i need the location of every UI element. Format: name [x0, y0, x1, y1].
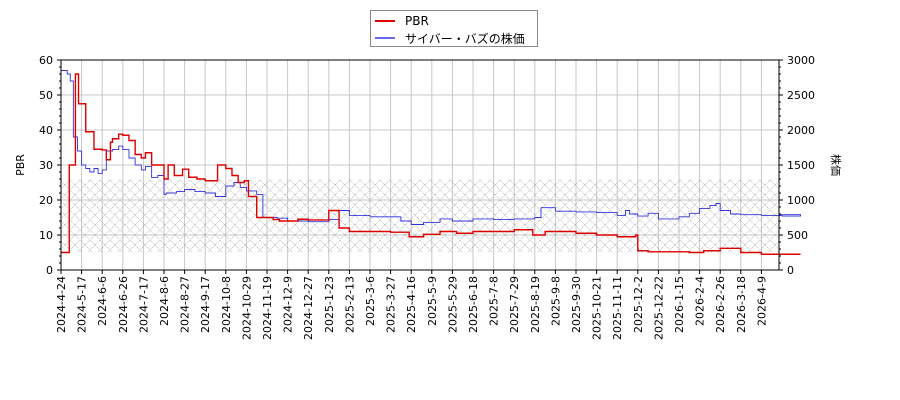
x-tick-label: 2024-8-6 — [158, 276, 171, 326]
svg-text:3000: 3000 — [787, 54, 815, 67]
svg-text:10: 10 — [39, 229, 53, 242]
x-tick-label: 2026-2-4 — [694, 276, 707, 326]
x-tick-label: 2025-9-8 — [549, 276, 562, 326]
svg-text:2000: 2000 — [787, 124, 815, 137]
x-tick-label: 2024-11-19 — [261, 276, 274, 340]
svg-text:1500: 1500 — [787, 159, 815, 172]
x-axis: 2024-4-24 2024-5-17 2024-6-6 2024-6-26 2024-… — [55, 270, 768, 340]
x-tick-label: 2024-10-29 — [240, 276, 253, 340]
x-tick-label: 2025-2-13 — [343, 276, 356, 333]
pbr-line — [61, 73, 801, 255]
svg-text:60: 60 — [39, 54, 53, 67]
x-tick-label: 2024-6-6 — [96, 276, 109, 326]
svg-text:0: 0 — [787, 264, 794, 277]
legend-swatch-price — [375, 37, 395, 39]
svg-text:0: 0 — [46, 264, 53, 277]
x-tick-label: 2025-7-8 — [488, 276, 501, 326]
x-tick-label: 2024-6-26 — [117, 276, 130, 333]
x-tick-label: 2025-12-22 — [652, 276, 665, 340]
y-axis-right: 0 500 1000 1500 2000 2500 3000 — [779, 54, 815, 277]
legend-item-price: サイバー・バズの株価 — [375, 30, 525, 46]
x-tick-label: 2025-5-9 — [426, 276, 439, 326]
y-axis-left-title: PBR — [14, 154, 27, 176]
x-tick-label: 2025-10-21 — [591, 276, 604, 340]
x-tick-label: 2025-4-16 — [405, 276, 418, 333]
x-tick-label: 2025-11-11 — [611, 276, 624, 340]
legend: PBR サイバー・バズの株価 — [370, 10, 538, 47]
series-lines — [61, 70, 801, 255]
svg-text:2500: 2500 — [787, 89, 815, 102]
y-axis-right-title: 株価 — [829, 154, 843, 176]
svg-text:40: 40 — [39, 124, 53, 137]
legend-label-pbr: PBR — [405, 14, 429, 28]
x-tick-label: 2024-9-17 — [199, 276, 212, 333]
svg-text:1000: 1000 — [787, 194, 815, 207]
x-tick-label: 2025-1-23 — [323, 276, 336, 333]
x-tick-label: 2026-2-26 — [714, 276, 727, 333]
legend-label-price: サイバー・バズの株価 — [405, 31, 525, 46]
x-tick-label: 2025-8-19 — [529, 276, 542, 333]
x-tick-label: 2025-9-30 — [570, 276, 583, 333]
x-tick-label: 2024-12-27 — [302, 276, 315, 340]
x-tick-label: 2025-6-18 — [467, 276, 480, 333]
legend-swatch-pbr — [375, 20, 395, 22]
x-tick-label: 2025-3-6 — [364, 276, 377, 326]
svg-text:20: 20 — [39, 194, 53, 207]
x-tick-label: 2024-4-24 — [55, 276, 68, 333]
x-tick-label: 2026-4-9 — [755, 276, 768, 326]
x-tick-label: 2025-7-29 — [508, 276, 521, 333]
x-tick-label: 2026-1-15 — [673, 276, 686, 333]
x-tick-label: 2024-7-17 — [137, 276, 150, 333]
svg-text:30: 30 — [39, 159, 53, 172]
x-tick-label: 2025-12-2 — [632, 276, 645, 333]
svg-text:50: 50 — [39, 89, 53, 102]
x-tick-label: 2024-5-17 — [76, 276, 89, 333]
x-tick-label: 2026-3-18 — [735, 276, 748, 333]
x-tick-label: 2024-8-27 — [179, 276, 192, 333]
x-tick-label: 2025-5-29 — [446, 276, 459, 333]
x-tick-label: 2025-3-27 — [385, 276, 398, 333]
svg-text:500: 500 — [787, 229, 808, 242]
x-tick-label: 2024-10-8 — [220, 276, 233, 333]
shaded-band — [61, 179, 779, 253]
y-axis-left: 0 10 20 30 40 50 60 — [39, 54, 61, 277]
x-tick-label: 2024-12-9 — [282, 276, 295, 333]
legend-item-pbr: PBR — [375, 13, 429, 29]
